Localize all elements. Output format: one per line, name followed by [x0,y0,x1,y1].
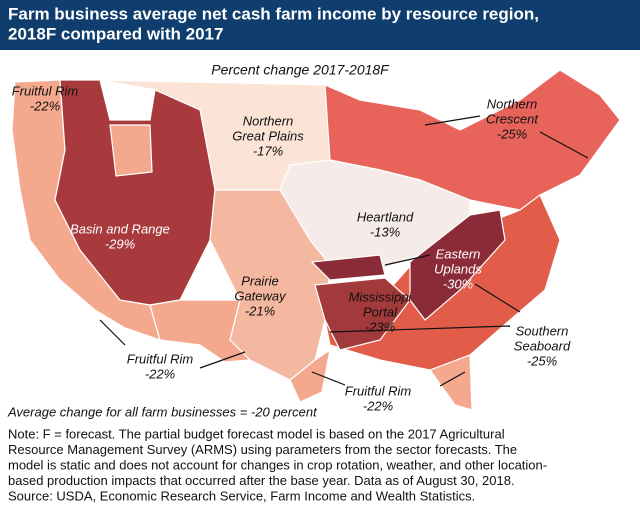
note-line: model is static and does not account for… [8,457,547,472]
leader-lines [99,115,589,387]
leader-line [539,131,589,159]
region-name: Gateway [234,288,287,303]
fruitful-rim-idaho [109,124,153,177]
note-line: Note: F = forecast. The partial budget f… [8,426,505,441]
region-change: -22% [145,366,175,381]
region-name: Southern [516,323,569,338]
note-line: based production impacts that occurred a… [8,473,515,488]
region-change: -17% [253,143,283,158]
region-change: -21% [245,303,275,318]
region-name: Great Plains [232,128,304,143]
fruitful-rim-southwest [149,299,252,363]
region-change: -13% [370,224,400,239]
leader-line [329,325,511,333]
region-name: Crescent [486,111,539,126]
region-change: -22% [30,98,60,113]
title-bar [0,0,640,50]
leader-line [99,319,126,346]
leader-line [384,254,431,266]
eastern-uplands-west [310,254,386,281]
region-name: Fruitful Rim [12,83,79,98]
region-name: Fruitful Rim [345,383,412,398]
region-change: -30% [443,276,473,291]
fruitful-rim-texas [289,348,331,403]
region-name: Portal [363,304,398,319]
region-change: -25% [497,126,527,141]
leader-line [424,115,481,126]
region-name: Northern [487,96,538,111]
average-note: Average change for all farm businesses =… [7,404,318,419]
region-name: Northern [243,113,294,128]
region-name: Mississippi [349,289,413,304]
region-name: Prairie [241,273,279,288]
region-change: -23% [365,319,395,334]
region-change: -29% [105,236,135,251]
note-line: Resource Management Survey (ARMS) using … [8,442,517,457]
region-name: Basin and Range [70,221,170,236]
region-change: -22% [363,398,393,413]
region-name: Uplands [434,261,482,276]
region-name: Eastern [436,246,481,261]
region-change: -25% [527,353,557,368]
fruitful-rim-florida [429,354,473,411]
leader-line [199,351,246,369]
leader-line [311,371,346,386]
leader-line [439,371,466,387]
title-line: 2018F compared with 2017 [8,24,223,43]
region-name: Fruitful Rim [127,351,194,366]
title-line: Farm business average net cash farm inco… [8,4,539,23]
map-subtitle: Percent change 2017-2018F [211,62,390,78]
region-name: Seaboard [514,338,571,353]
eastern-uplands [409,209,506,321]
note-line: Source: USDA, Economic Research Service,… [8,488,475,503]
region-name: Heartland [357,209,414,224]
leader-line [474,283,521,313]
